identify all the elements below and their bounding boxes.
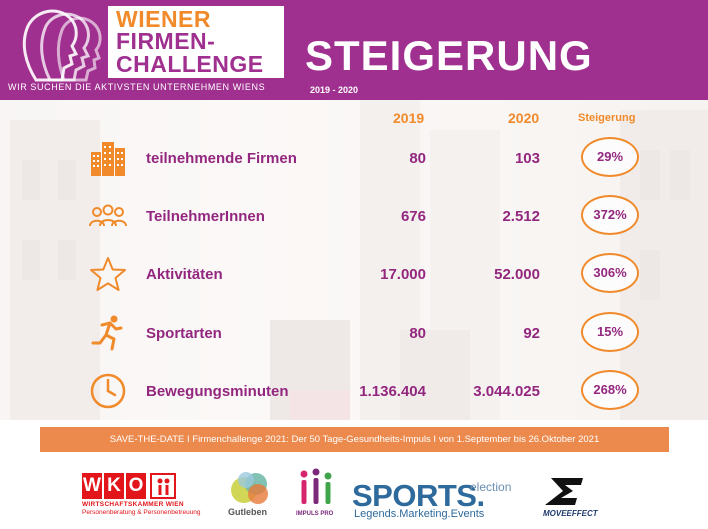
sports-wordmark: SPORTS. <box>352 478 485 513</box>
table-row: teilnehmende Firmen 80 103 29% <box>0 134 708 184</box>
tagline: WIR SUCHEN DIE AKTIVSTEN UNTERNEHMEN WIE… <box>8 82 266 92</box>
sports-tagline: Legends.Marketing.Events <box>354 508 485 520</box>
wko-letter-w: W <box>82 473 102 499</box>
head-silhouettes-logo <box>22 9 102 82</box>
value-2019: 676 <box>400 208 426 225</box>
logo-wordmark: WIENER FIRMEN- CHALLENGE <box>108 6 284 78</box>
increase-badge: 15% <box>581 312 639 352</box>
value-2020: 52.000 <box>494 266 540 283</box>
save-the-date-banner: SAVE-THE-DATE I Firmenchallenge 2021: De… <box>40 427 669 452</box>
value-2019: 80 <box>409 150 426 167</box>
buildings-icon <box>91 142 125 176</box>
moveeffect-name: MOVEEFFECT <box>543 509 598 518</box>
value-2020: 103 <box>514 150 540 167</box>
logo-line-1: WIENER <box>116 6 211 32</box>
logo-line-3: CHALLENGE <box>116 51 264 77</box>
page-title: STEIGERUNG <box>305 32 593 79</box>
wko-letter-k: K <box>104 473 124 499</box>
increase-badge: 372% <box>581 195 639 235</box>
moveeffect-sigma-icon <box>545 478 583 505</box>
row-label: Sportarten <box>146 325 222 342</box>
wko-person-icon <box>150 473 176 499</box>
wko-letter-o: O <box>126 473 146 499</box>
value-2020: 92 <box>523 325 540 342</box>
wko-name: WIRTSCHAFTSKAMMER WIEN <box>82 501 184 508</box>
increase-badge: 306% <box>581 253 639 293</box>
runner-icon <box>91 315 123 351</box>
impuls-pro-logo: IMPULS PRO <box>296 468 338 520</box>
table-row: Aktivitäten 17.000 52.000 306% <box>0 250 708 300</box>
increase-badge: 29% <box>581 137 639 177</box>
value-2020: 2.512 <box>502 208 540 225</box>
wko-logo: W K O WIRTSCHAFTSKAMMER WIEN Personenber… <box>82 473 212 519</box>
value-2019: 17.000 <box>380 266 426 283</box>
row-label: Bewegungsminuten <box>146 383 289 400</box>
year-range: 2019 - 2020 <box>310 85 359 95</box>
row-label: Aktivitäten <box>146 266 223 283</box>
table-row: Sportarten 80 92 15% <box>0 309 708 359</box>
value-2019: 80 <box>409 325 426 342</box>
row-label: TeilnehmerInnen <box>146 208 265 225</box>
column-header-increase: Steigerung <box>578 112 636 124</box>
table-row: TeilnehmerInnen 676 2.512 372% <box>0 192 708 242</box>
sports-election-word: election <box>470 480 512 494</box>
table-row: Bewegungsminuten 1.136.404 3.044.025 268… <box>0 367 708 417</box>
star-icon <box>90 257 126 291</box>
value-2020: 3.044.025 <box>473 383 540 400</box>
clock-icon <box>90 373 126 409</box>
column-header-2019: 2019 <box>393 110 425 126</box>
increase-badge: 268% <box>581 370 639 410</box>
column-header-2020: 2020 <box>508 110 540 126</box>
header-band: WIENER FIRMEN- CHALLENGE WIR SUCHEN DIE … <box>0 0 708 100</box>
impuls-bars-icon <box>300 468 332 504</box>
people-group-icon <box>89 204 127 227</box>
moveeffect-logo: MOVEEFFECT <box>543 474 598 522</box>
wko-division: Personenberatung & Personenbetreuung <box>82 509 201 516</box>
gutleben-circles-icon <box>231 472 268 504</box>
logo-line-2: FIRMEN- <box>116 28 216 54</box>
gutleben-logo: Gutleben <box>228 470 276 520</box>
sports-election-logo: SPORTS. election Legends.Marketing.Event… <box>352 478 512 522</box>
value-2019: 1.136.404 <box>359 383 426 400</box>
row-label: teilnehmende Firmen <box>146 150 297 167</box>
impuls-pro-name: IMPULS PRO <box>296 511 334 517</box>
gutleben-name: Gutleben <box>228 507 268 517</box>
